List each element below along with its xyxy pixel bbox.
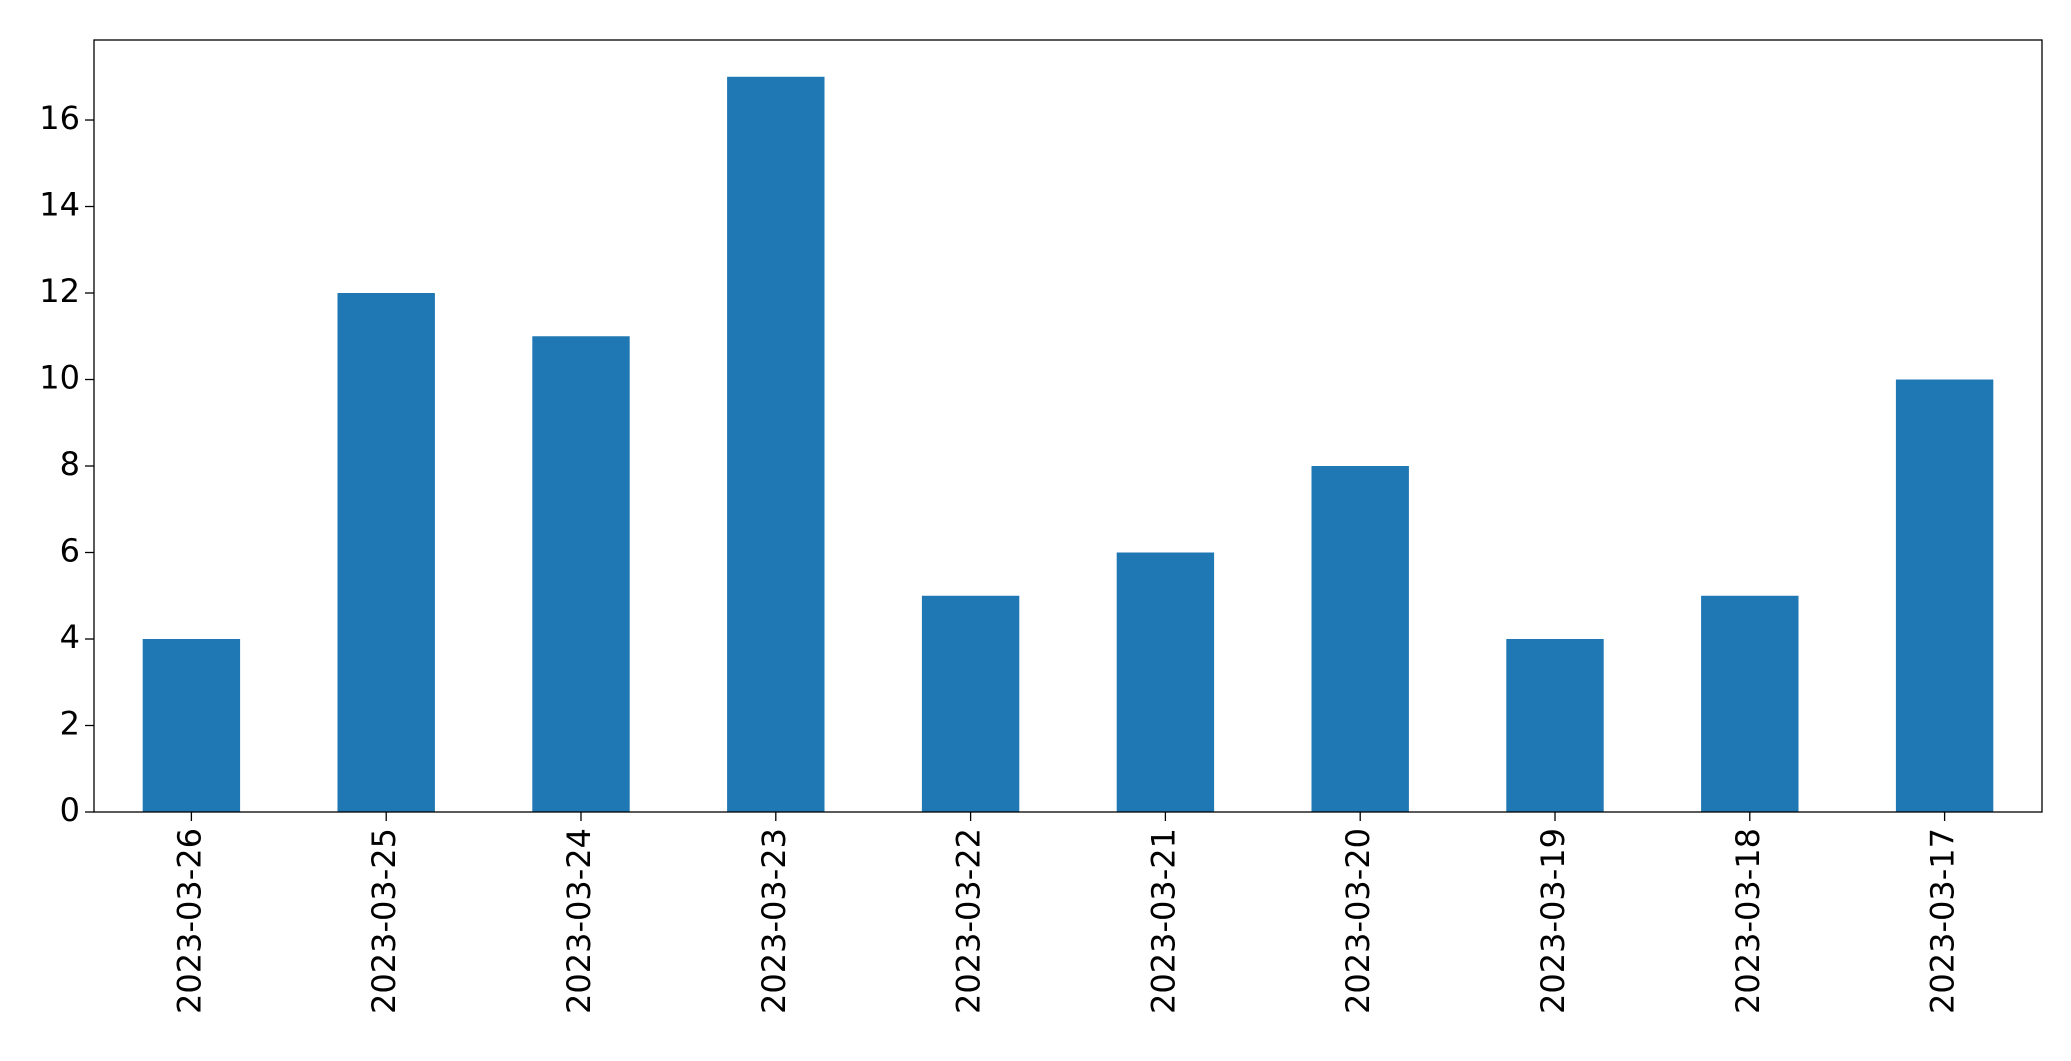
y-tick-label: 0 [60, 791, 80, 829]
x-tick-label: 2023-03-21 [1144, 828, 1182, 1014]
bar [142, 639, 241, 812]
bar [337, 293, 435, 812]
bar [1506, 639, 1604, 812]
x-tick-label: 2023-03-26 [170, 828, 208, 1014]
y-tick-label: 4 [60, 618, 80, 656]
y-tick-label: 2 [60, 705, 80, 743]
bar [727, 76, 825, 812]
y-tick-label: 16 [39, 99, 80, 137]
bar [1701, 595, 1799, 812]
x-tick-label: 2023-03-25 [365, 828, 403, 1014]
x-tick-label: 2023-03-20 [1339, 828, 1377, 1014]
bar [1895, 379, 1994, 812]
x-tick-label: 2023-03-17 [1924, 828, 1962, 1014]
x-tick-label: 2023-03-24 [560, 828, 598, 1014]
bar [532, 336, 630, 812]
bar [1116, 552, 1215, 812]
y-tick-label: 8 [60, 445, 80, 483]
x-tick-label: 2023-03-18 [1729, 828, 1767, 1014]
bar [1311, 466, 1409, 812]
bar [921, 595, 1020, 812]
y-tick-label: 6 [60, 532, 80, 570]
x-tick-label: 2023-03-23 [755, 828, 793, 1014]
y-tick-label: 10 [39, 359, 80, 397]
y-tick-label: 14 [39, 186, 80, 224]
y-tick-label: 12 [39, 272, 80, 310]
x-tick-label: 2023-03-22 [950, 828, 988, 1014]
plot-frame [93, 39, 2043, 813]
x-tick-label: 2023-03-19 [1534, 828, 1572, 1014]
